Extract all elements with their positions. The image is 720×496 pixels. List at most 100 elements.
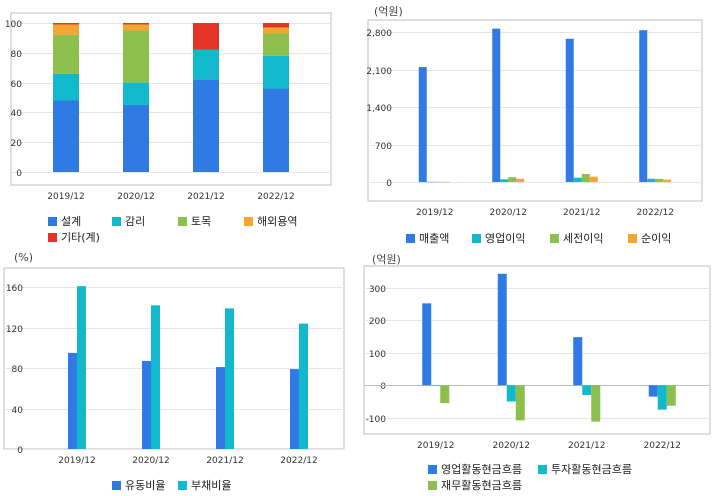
bar (582, 385, 592, 395)
bar (142, 360, 151, 449)
bar-segment (263, 23, 289, 28)
legend-label: 순이익 (641, 232, 672, 245)
y-tick-label: 0 (380, 382, 386, 392)
y-tick-label: 0 (17, 446, 23, 456)
chart-frame (363, 265, 711, 435)
x-tick-label: 2022/12 (644, 441, 681, 451)
bar-segment (263, 33, 289, 56)
bar (516, 178, 525, 182)
legend-label: 기타(계) (61, 231, 100, 244)
ratios-panel: (%) 0 40 80 120 160 2019/12 2020/12 2021/12 2022… (0, 248, 352, 496)
x-tick-label: 2021/12 (206, 456, 243, 466)
y-tick-label: -100 (366, 415, 387, 425)
y-tick-label: 2,100 (366, 67, 392, 77)
x-tick-label: 2020/12 (490, 208, 527, 218)
income-unit-label: (억원) (374, 5, 403, 18)
y-tick-label: 60 (11, 80, 23, 90)
x-tick-label: 2019/12 (58, 456, 95, 466)
cashflow-legend: 영업활동현금흐름 투자활동현금흐름 재무활동현금흐름 (428, 461, 718, 493)
bar (565, 38, 574, 182)
bar-segment (53, 24, 79, 35)
bar (647, 178, 656, 182)
bar (589, 176, 598, 182)
bar (225, 308, 234, 449)
bar (151, 305, 160, 449)
legend-swatch (472, 234, 481, 243)
legend-label: 유동비율 (125, 479, 166, 492)
y-tick-label: 200 (369, 317, 386, 327)
y-tick-label: 80 (11, 50, 23, 60)
bar-segment (53, 34, 79, 74)
bar-segment (123, 82, 149, 105)
bar (426, 181, 435, 183)
bar (440, 385, 450, 404)
legend-item-net-profit: 순이익 (628, 230, 671, 246)
legend-swatch (112, 481, 121, 490)
legend-item-current-ratio: 유동비율 (112, 477, 165, 493)
y-tick-label: 160 (6, 284, 23, 294)
income-legend: 매출액 영업이익 세전이익 순이익 (406, 230, 706, 246)
bar-segment (263, 88, 289, 172)
legend-item-pretax-profit: 세전이익 (550, 230, 603, 246)
bar-segment (193, 23, 219, 50)
x-tick-label: 2022/12 (280, 456, 317, 466)
legend-item-debt-ratio: 부채비율 (178, 477, 231, 493)
x-tick-label: 2021/12 (568, 441, 605, 451)
y-tick-label: 0 (16, 169, 22, 179)
legend-label: 투자활동현금흐름 (551, 463, 632, 476)
x-tick-label: 2020/12 (117, 192, 154, 202)
bar (506, 385, 516, 402)
bar-segment (53, 23, 79, 25)
ratios-chart: 0 40 80 120 160 2019/12 2020/12 2021/12 2022/12 (3, 267, 345, 466)
y-tick-label: 80 (12, 365, 24, 375)
legend-label: 영업이익 (485, 232, 526, 245)
legend-label: 재무활동현금흐름 (441, 479, 522, 492)
legend-item-sales: 매출액 (406, 230, 449, 246)
y-tick-label: 2,800 (366, 29, 392, 39)
y-tick-label: 40 (12, 406, 24, 416)
x-tick-label: 2021/12 (563, 208, 600, 218)
bar (492, 28, 501, 182)
legend-item-investing-cf: 투자활동현금흐름 (538, 461, 632, 477)
income-panel: (억원) 0 700 1,400 2,100 2,800 2019/12 2020/12 20… (360, 0, 720, 248)
legend-label: 부채비율 (191, 479, 232, 492)
bar-segment (123, 30, 149, 83)
bar-segment (263, 55, 289, 89)
ratios-legend: 유동비율 부채비율 (112, 477, 312, 493)
x-tick-label: 2020/12 (132, 456, 169, 466)
bar (422, 303, 432, 386)
legend-item-design: 설계 (48, 213, 81, 229)
bar (515, 385, 525, 421)
bar-segment (193, 79, 219, 172)
y-tick-label: 700 (375, 142, 392, 152)
y-tick-label: 300 (369, 285, 386, 295)
bar-segment (123, 23, 149, 25)
legend-swatch (112, 217, 121, 226)
legend-swatch (428, 481, 437, 490)
legend-swatch (628, 234, 637, 243)
legend-swatch (538, 465, 547, 474)
bar (508, 177, 517, 182)
legend-item-supervision: 감리 (112, 213, 145, 229)
bar (573, 337, 583, 386)
legend-item-civil: 토목 (178, 213, 211, 229)
legend-label: 매출액 (419, 232, 450, 245)
legend-item-overseas: 해외용역 (244, 213, 297, 229)
revenue-mix-chart: 0 20 40 60 80 100 2019/12 2020/12 2021/12 2022/12 (5, 12, 332, 202)
bar (418, 67, 427, 182)
x-tick-label: 2022/12 (637, 208, 674, 218)
bar-segment (53, 100, 79, 172)
bar-segment (193, 49, 219, 80)
cashflow-unit-label: (억원) (372, 253, 401, 266)
legend-item-financing-cf: 재무활동현금흐름 (428, 477, 522, 493)
x-tick-label: 2021/12 (187, 192, 224, 202)
legend-item-other: 기타(계) (48, 229, 100, 245)
legend-label: 설계 (61, 215, 82, 228)
bar (648, 385, 658, 397)
y-tick-label: 40 (11, 109, 23, 119)
legend-label: 감리 (125, 215, 146, 228)
legend-swatch (406, 234, 415, 243)
bar-segment (53, 73, 79, 101)
chart-frame (367, 19, 703, 202)
bar-segment (123, 24, 149, 31)
